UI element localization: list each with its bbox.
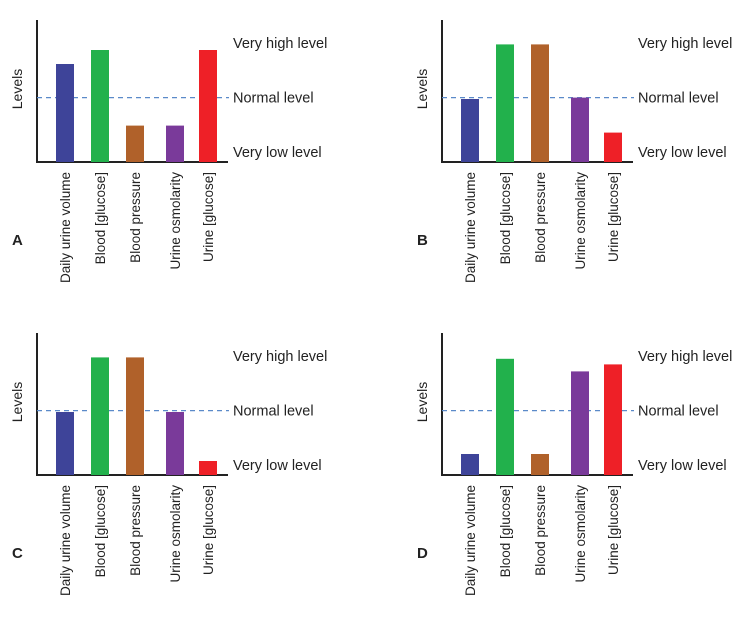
reference-label-very-high-level: Very high level (638, 36, 732, 52)
category-label-urine-osmolarity: Urine osmolarity (573, 485, 588, 583)
chart-panel-b: Levels Very high level Normal level Very lo… (414, 20, 732, 283)
bar-urine-osmolarity (166, 412, 184, 475)
bar-blood-pressure (531, 44, 549, 162)
category-label-urine-glucose: Urine [glucose] (606, 485, 621, 575)
y-axis-label: Levels (9, 69, 25, 109)
bar-blood-glucose (91, 50, 109, 162)
category-label-urine-glucose: Urine [glucose] (201, 485, 216, 575)
category-label-urine-glucose: Urine [glucose] (606, 172, 621, 262)
bar-daily-urine-volume (56, 412, 74, 475)
category-label-daily-urine-volume: Daily urine volume (463, 485, 478, 596)
chart-panel-d: Levels Very high level Normal level Very lo… (414, 333, 732, 596)
bar-urine-glucose (604, 132, 622, 162)
bar-blood-pressure (126, 357, 144, 475)
category-label-blood-pressure: Blood pressure (533, 172, 548, 263)
panel-letter: B (417, 232, 428, 249)
bar-blood-pressure (531, 454, 549, 475)
category-label-urine-osmolarity: Urine osmolarity (573, 172, 588, 270)
bar-blood-glucose (496, 44, 514, 162)
chart-panel-c: Levels Very high level Normal level Very lo… (9, 333, 327, 596)
y-axis-label: Levels (414, 382, 430, 422)
reference-label-very-low-level: Very low level (638, 458, 727, 474)
bar-urine-osmolarity (571, 371, 589, 475)
y-axis-label: Levels (9, 382, 25, 422)
category-label-blood-pressure: Blood pressure (128, 485, 143, 576)
bar-urine-osmolarity (166, 125, 184, 162)
panel-letter: D (417, 545, 428, 562)
reference-label-very-low-level: Very low level (233, 145, 322, 161)
category-label-blood-glucose: Blood [glucose] (93, 485, 108, 577)
category-label-daily-urine-volume: Daily urine volume (463, 172, 478, 283)
bar-daily-urine-volume (461, 454, 479, 475)
reference-label-normal-level: Normal level (233, 91, 314, 107)
bar-blood-glucose (496, 358, 514, 475)
bar-urine-glucose (199, 50, 217, 162)
reference-label-normal-level: Normal level (638, 404, 719, 420)
reference-label-normal-level: Normal level (233, 404, 314, 420)
bar-blood-glucose (91, 357, 109, 475)
category-label-blood-glucose: Blood [glucose] (498, 172, 513, 264)
bar-urine-osmolarity (571, 97, 589, 162)
reference-label-very-low-level: Very low level (233, 458, 322, 474)
category-label-blood-glucose: Blood [glucose] (498, 485, 513, 577)
category-label-urine-osmolarity: Urine osmolarity (168, 485, 183, 583)
category-label-daily-urine-volume: Daily urine volume (58, 485, 73, 596)
reference-label-very-high-level: Very high level (638, 349, 732, 365)
reference-label-normal-level: Normal level (638, 91, 719, 107)
bar-urine-glucose (604, 364, 622, 475)
bar-blood-pressure (126, 125, 144, 162)
y-axis-label: Levels (414, 69, 430, 109)
category-label-urine-osmolarity: Urine osmolarity (168, 172, 183, 270)
bar-daily-urine-volume (56, 64, 74, 162)
reference-label-very-high-level: Very high level (233, 349, 327, 365)
panel-letter: A (12, 232, 23, 249)
chart-panel-a: Levels Very high level Normal level Very lo… (9, 20, 327, 283)
category-label-urine-glucose: Urine [glucose] (201, 172, 216, 262)
reference-label-very-high-level: Very high level (233, 36, 327, 52)
category-label-blood-glucose: Blood [glucose] (93, 172, 108, 264)
category-label-daily-urine-volume: Daily urine volume (58, 172, 73, 283)
bar-urine-glucose (199, 461, 217, 475)
panel-letter: C (12, 545, 23, 562)
category-label-blood-pressure: Blood pressure (533, 485, 548, 576)
category-label-blood-pressure: Blood pressure (128, 172, 143, 263)
bar-daily-urine-volume (461, 99, 479, 162)
reference-label-very-low-level: Very low level (638, 145, 727, 161)
